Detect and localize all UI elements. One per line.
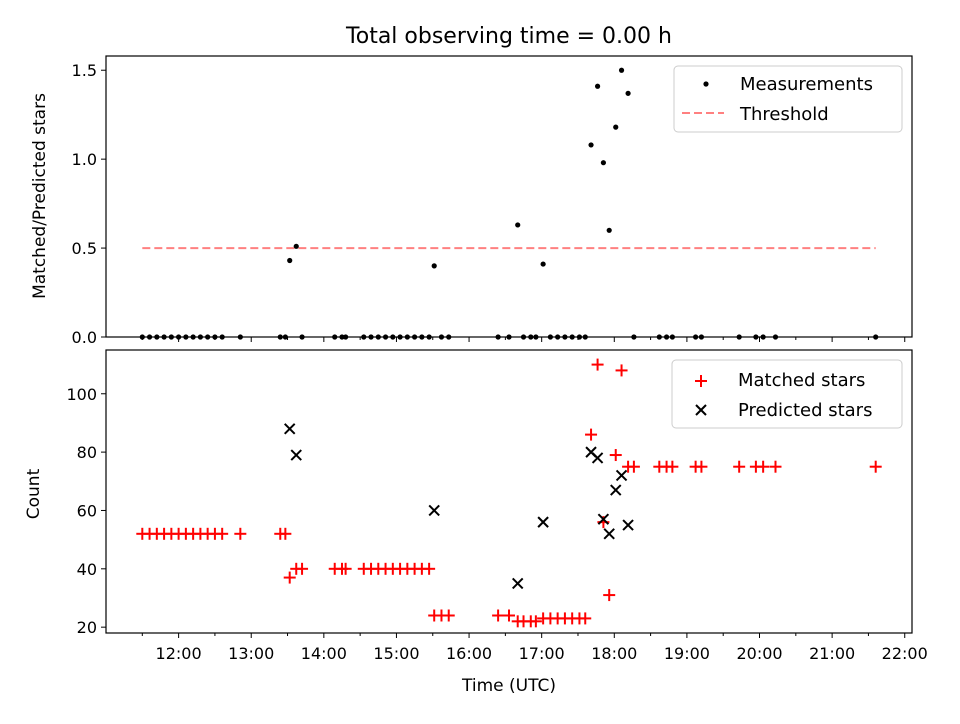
bottom-panel-xlabel: Time (UTC)	[461, 676, 556, 696]
measurement-point	[600, 160, 606, 166]
predicted-star-point	[284, 423, 296, 435]
measurement-point	[287, 257, 293, 264]
bottom-legend: Matched stars Predicted stars	[671, 359, 903, 429]
bottom-ytick-label: 20	[77, 618, 97, 637]
predicted-star-point	[603, 528, 615, 540]
bottom-xtick-label: 20:00	[736, 644, 782, 663]
bottom-xtick-label: 18:00	[591, 644, 637, 663]
matched-star-point	[615, 364, 628, 377]
measurement-point	[540, 261, 546, 267]
bottom-ytick-label: 40	[77, 560, 97, 579]
bottom-xtick-label: 15:00	[373, 644, 419, 663]
top-panel-title: Total observing time = 0.00 h	[345, 24, 672, 49]
bottom-xtick-label: 22:00	[882, 644, 928, 663]
bottom-panel-frame	[105, 349, 913, 634]
measurement-point	[606, 227, 612, 233]
predicted-star-point	[290, 449, 302, 461]
bottom-panel-ylabel: Count	[24, 468, 44, 519]
matched-star-point	[769, 460, 782, 473]
top-legend-box	[673, 65, 903, 133]
bottom-panel-ticks: 20 40 60 80 100 12:00 13:00 14:00 15:00 16:00 17:0…	[66, 385, 927, 663]
matched-star-point	[757, 460, 770, 473]
bottom-ytick-label: 60	[77, 501, 97, 520]
matched-star-point	[503, 609, 515, 622]
predicted-star-point	[610, 484, 622, 496]
matched-star-point	[492, 609, 505, 622]
measurement-point	[293, 243, 299, 249]
matched-star-point	[666, 460, 679, 473]
matched-star-point	[216, 527, 229, 540]
matched-star-point	[529, 615, 542, 628]
bottom-ytick-label: 100	[66, 385, 97, 404]
legend-measurements-marker	[703, 81, 709, 87]
matched-star-point	[339, 562, 352, 575]
bottom-xtick-label: 13:00	[228, 644, 274, 663]
legend-threshold-label: Threshold	[739, 104, 829, 125]
matched-star-point	[695, 460, 708, 473]
legend-predicted-marker	[695, 404, 707, 416]
top-ytick-label: 1.0	[72, 150, 97, 169]
matched-star-point	[591, 358, 604, 371]
top-panel-ylabel: Matched/Predicted stars	[30, 93, 50, 299]
matched-star-point	[234, 527, 247, 540]
top-ytick-label: 0.5	[72, 239, 97, 258]
top-panel-frame	[105, 55, 913, 338]
matched-star-point	[296, 562, 309, 575]
bottom-xtick-label: 14:00	[301, 644, 347, 663]
measurement-point	[625, 90, 631, 96]
bottom-xtick-label: 21:00	[809, 644, 855, 663]
matched-star-point	[585, 428, 598, 441]
matched-star-point	[423, 562, 436, 575]
measurement-point	[618, 67, 625, 73]
bottom-xtick-label: 17:00	[519, 644, 565, 663]
measurement-point	[515, 222, 521, 228]
matched-star-point	[279, 527, 292, 540]
top-ytick-label: 1.5	[72, 61, 97, 80]
predicted-star-point	[512, 577, 524, 590]
measurement-point	[588, 142, 594, 148]
legend-matched-label: Matched stars	[738, 370, 865, 391]
bottom-xtick-label: 19:00	[664, 644, 710, 663]
predicted-star-point	[615, 469, 628, 482]
measurement-point	[594, 83, 601, 89]
bottom-legend-box	[671, 359, 903, 429]
legend-matched-marker	[695, 375, 707, 387]
bottom-panel: Count Time (UTC) 20 40 60 80 100 12:00 13:00 14…	[24, 349, 928, 696]
top-panel: Total observing time = 0.00 h Matched/Pr…	[30, 24, 913, 347]
predicted-star-point	[428, 504, 440, 517]
measurement-point	[613, 124, 619, 130]
matched-star-point	[627, 460, 640, 473]
top-legend: Measurements Threshold	[673, 65, 903, 133]
predicted-star-point	[622, 519, 634, 531]
bottom-panel-marks	[136, 358, 882, 628]
predicted-star-point	[591, 452, 604, 464]
bottom-xtick-label: 16:00	[446, 644, 492, 663]
matched-star-point	[609, 449, 622, 462]
bottom-ytick-label: 80	[77, 443, 97, 462]
bottom-xtick-label: 12:00	[156, 644, 202, 663]
matched-star-point	[283, 571, 296, 584]
matched-star-point	[603, 589, 616, 602]
top-ytick-label: 0.0	[72, 328, 97, 347]
measurement-point	[431, 263, 437, 269]
matched-star-point	[579, 612, 592, 625]
predicted-star-point	[537, 516, 549, 528]
predicted-star-point	[597, 513, 610, 525]
matched-star-point	[442, 609, 455, 622]
matched-star-point	[733, 460, 746, 473]
top-panel-ticks: 0.0 0.5 1.0 1.5	[72, 61, 906, 347]
legend-measurements-label: Measurements	[740, 74, 873, 95]
matched-star-point	[869, 460, 882, 473]
legend-predicted-label: Predicted stars	[738, 400, 872, 421]
